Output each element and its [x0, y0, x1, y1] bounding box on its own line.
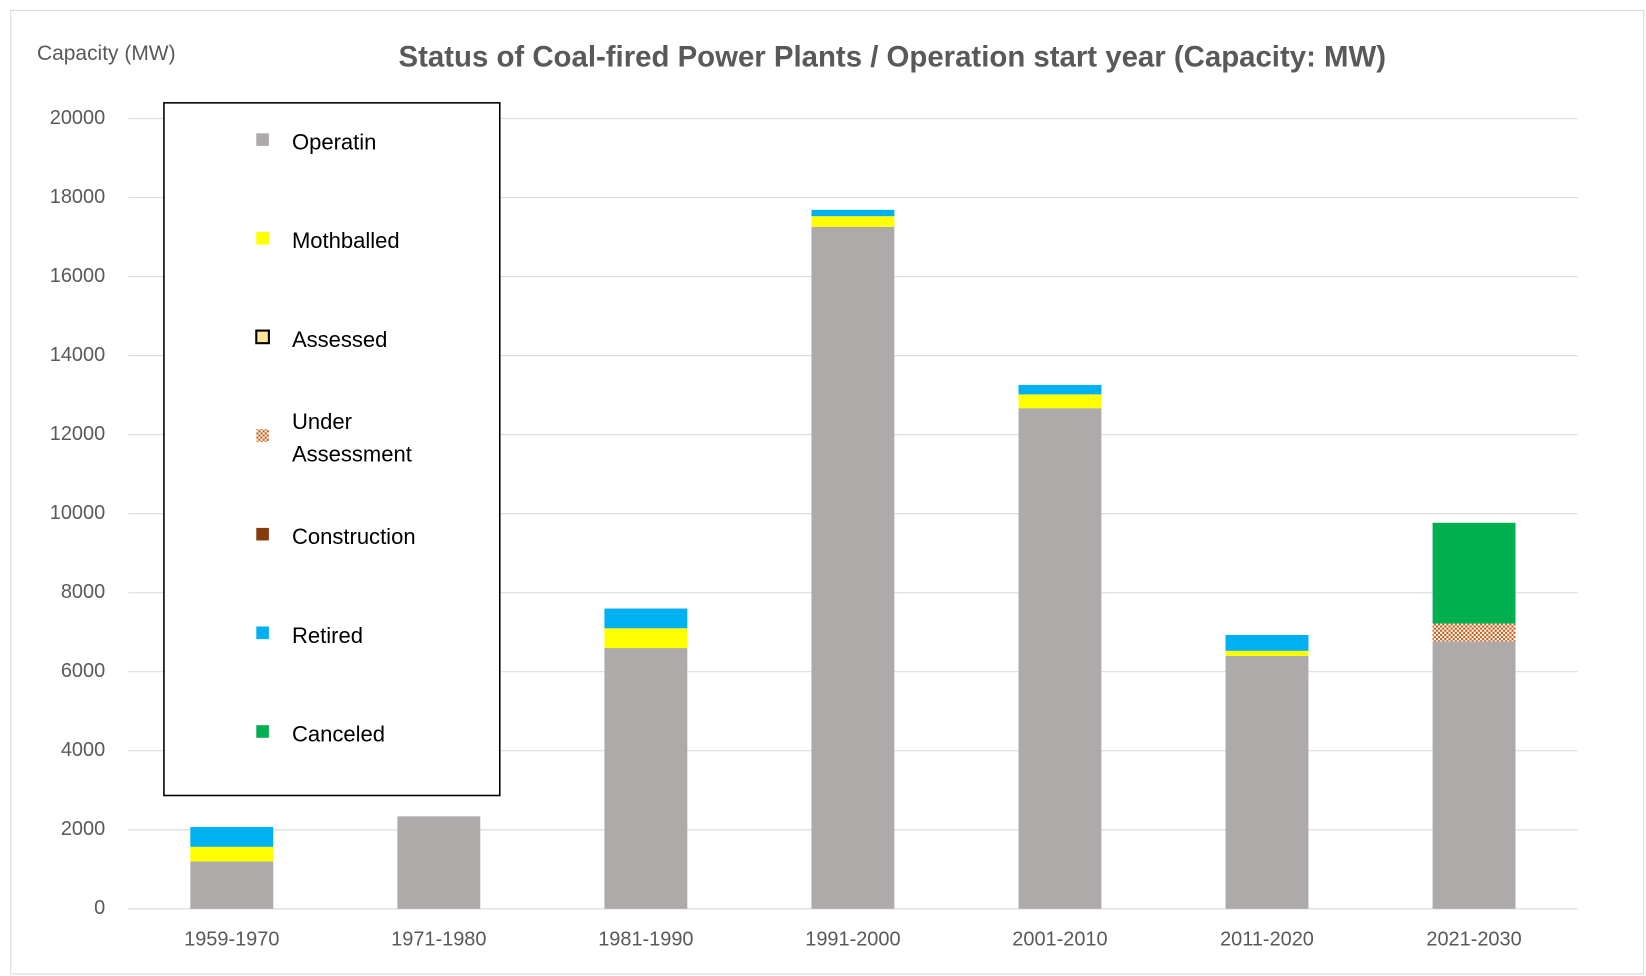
- legend-label: Assessed: [292, 327, 387, 352]
- bar-segment: [1018, 384, 1102, 395]
- bar-segment: [604, 608, 688, 629]
- legend-label: Operatin: [292, 130, 376, 155]
- bar-segment: [190, 861, 274, 909]
- bar-segment: [1018, 394, 1102, 409]
- legend-marker: [256, 231, 269, 245]
- y-tick-label: 10000: [50, 502, 105, 524]
- bar-segment: [604, 648, 688, 909]
- x-tick-label: 2021-2030: [1426, 929, 1521, 951]
- bar-segment: [190, 846, 274, 862]
- y-tick-label: 20000: [50, 107, 105, 129]
- bar-segment: [397, 816, 481, 909]
- x-tick-label: 1991-2000: [805, 929, 900, 951]
- legend-label: Mothballed: [292, 228, 400, 253]
- y-axis-label: Capacity (MW): [37, 42, 176, 65]
- y-tick-label: 4000: [61, 739, 105, 761]
- legend-box: [163, 102, 501, 797]
- x-tick-label: 1981-1990: [598, 929, 693, 951]
- y-tick-label: 8000: [61, 581, 105, 603]
- bar-segment: [1432, 641, 1516, 909]
- legend-label: Construction: [292, 524, 416, 549]
- x-tick-label: 2001-2010: [1012, 929, 1107, 951]
- bar-segment: [1225, 650, 1309, 656]
- bar-segment: [811, 226, 895, 909]
- legend-label: Retired: [292, 623, 363, 648]
- legend-marker: [256, 725, 269, 738]
- bar-segment: [190, 827, 274, 847]
- bar-segment: [1432, 623, 1516, 642]
- x-tick-label: 1959-1970: [184, 929, 279, 951]
- bar-segment: [811, 209, 895, 217]
- bar-segment: [1018, 408, 1102, 909]
- legend-marker: [255, 329, 270, 345]
- bar-segment: [811, 216, 895, 227]
- legend-label: Under Assessment: [292, 409, 412, 467]
- legend-marker: [256, 527, 269, 541]
- bar-segment: [1225, 635, 1309, 651]
- y-tick-label: 12000: [50, 423, 105, 445]
- y-tick-label: 2000: [61, 818, 105, 840]
- y-tick-label: 0: [94, 897, 105, 919]
- y-tick-label: 18000: [50, 186, 105, 208]
- bar-segment: [1432, 522, 1516, 624]
- x-tick-label: 1971-1980: [391, 929, 486, 951]
- bar-segment: [604, 628, 688, 649]
- y-tick-label: 16000: [50, 265, 105, 287]
- legend-marker: [256, 626, 269, 640]
- legend-label: Canceled: [292, 721, 385, 746]
- legend-marker: [256, 429, 269, 442]
- y-tick-label: 14000: [50, 344, 105, 366]
- chart-title: Status of Coal-fired Power Plants / Oper…: [399, 41, 1387, 74]
- x-tick-label: 2011-2020: [1220, 929, 1314, 951]
- bar-segment: [1225, 655, 1309, 909]
- legend-marker: [256, 133, 269, 146]
- y-tick-label: 6000: [61, 660, 105, 682]
